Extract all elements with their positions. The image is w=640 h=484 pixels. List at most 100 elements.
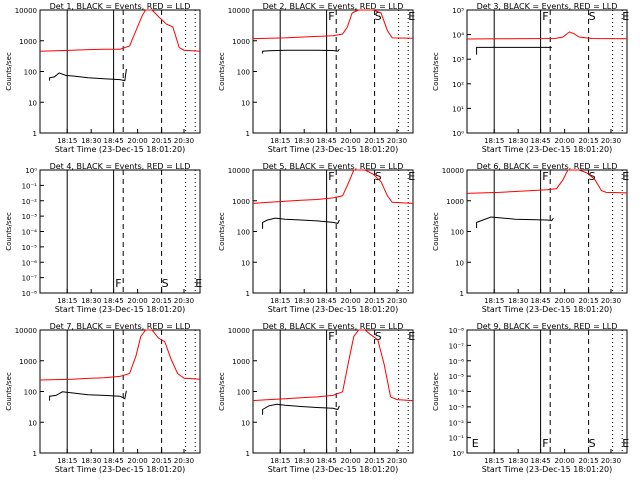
x-tick-label: 20:30 (387, 297, 407, 305)
y-tick-label: 10⁰ (452, 450, 464, 458)
x-tick-label: 20:30 (387, 137, 407, 145)
chart-panel-9: Det 9, BLACK = Events, RED = LLD 10⁰ 10⁻¹ 1… (432, 322, 629, 474)
y-tick-label: 10 (455, 259, 464, 267)
x-tick-label: 20:00 (341, 457, 361, 465)
y-axis-label: Counts/sec (5, 212, 13, 251)
y-tick-label: 10² (452, 81, 464, 89)
phase-marker-s: S (589, 10, 596, 23)
x-tick-label: 18:45 (317, 137, 337, 145)
y-tick-label: 10000 (15, 7, 37, 15)
y-tick-label: 10⁻¹ (449, 435, 465, 443)
chart-panel-3: Det 3, BLACK = Events, RED = LLD 10⁰ 10¹ 10… (432, 2, 629, 154)
y-tick-label: 10 (241, 419, 250, 427)
y-tick-label: 10000 (442, 167, 464, 175)
x-tick-label: 18:45 (317, 297, 337, 305)
phase-marker-f: F (328, 170, 334, 183)
chart-title: Det 6, BLACK = Events, RED = LLD (477, 162, 618, 171)
x-tick-label: 20:30 (601, 297, 621, 305)
x-tick-label: 20:15 (579, 297, 599, 305)
phase-marker-e: E (472, 437, 479, 450)
x-tick-label: 20:00 (128, 137, 148, 145)
y-tick-label: 1000 (232, 198, 250, 206)
y-tick-label: 1000 (19, 38, 37, 46)
x-tick-label: 20:00 (555, 137, 575, 145)
y-tick-label: 1 (33, 450, 37, 458)
y-axis-label: Counts/sec (432, 212, 440, 251)
x-tick-label: 20:15 (365, 137, 385, 145)
chart-panel-1: Det 1, BLACK = Events, RED = LLD 1 10 100 10… (5, 2, 201, 154)
x-tick-label: 18:45 (104, 457, 124, 465)
plot-frame (466, 9, 628, 134)
y-tick-label: 10⁻⁴ (22, 229, 38, 237)
y-axis-label: Counts/sec (432, 372, 440, 411)
phase-marker-s: S (589, 170, 596, 183)
x-tick-label: 18:45 (104, 137, 124, 145)
y-tick-label: 10⁻⁶ (449, 358, 465, 366)
phase-marker-e: E (408, 330, 415, 343)
y-tick-label: 1 (460, 290, 464, 298)
y-axis-label: Counts/sec (218, 52, 226, 91)
y-tick-label: 1 (246, 450, 250, 458)
x-tick-label: 18:45 (104, 297, 124, 305)
plot-frame (252, 169, 414, 294)
x-tick-label: 20:15 (152, 297, 172, 305)
y-tick-label: 10⁻⁸ (449, 327, 465, 335)
x-tick-label: 18:30 (508, 137, 528, 145)
y-tick-label: 1000 (19, 358, 37, 366)
chart-title: Det 1, BLACK = Events, RED = LLD (50, 2, 191, 11)
x-tick-label: 18:30 (294, 457, 314, 465)
lld-series-line (466, 169, 628, 194)
phase-marker-f: F (542, 170, 548, 183)
phase-marker-e: E (195, 277, 202, 290)
phase-marker-s: S (375, 330, 382, 343)
x-tick-label: 18:30 (81, 457, 101, 465)
x-tick-label: 18:15 (484, 137, 504, 145)
y-tick-label: 10⁻² (449, 419, 465, 427)
lld-series-line (39, 9, 201, 52)
x-tick-label: 20:30 (174, 297, 194, 305)
x-tick-label: 18:15 (57, 297, 77, 305)
x-tick-label: 20:30 (174, 137, 194, 145)
x-tick-label: 18:45 (531, 297, 551, 305)
x-tick-label: 20:30 (601, 137, 621, 145)
y-tick-label: 100 (451, 229, 464, 237)
x-tick-label: 20:15 (152, 457, 172, 465)
y-tick-label: 100 (24, 69, 37, 77)
x-tick-label: 20:15 (365, 297, 385, 305)
y-tick-label: 10000 (15, 327, 37, 335)
events-series-line (262, 403, 340, 415)
y-tick-label: 10⁻⁸ (22, 290, 38, 298)
phase-marker-e: E (622, 437, 629, 450)
x-tick-label: 20:30 (387, 457, 407, 465)
chart-panel-2: Det 2, BLACK = Events, RED = LLD 1 10 100 10… (218, 2, 415, 154)
y-tick-label: 10⁻³ (22, 213, 38, 221)
y-axis-label: Counts/sec (5, 372, 13, 411)
x-tick-label: 20:15 (579, 457, 599, 465)
x-tick-label: 20:00 (341, 137, 361, 145)
x-axis-label: Start Time (23-Dec-15 18:01:20) (55, 305, 186, 314)
x-tick-label: 20:30 (174, 457, 194, 465)
chart-title: Det 7, BLACK = Events, RED = LLD (50, 322, 191, 331)
plot-frame (39, 9, 201, 134)
x-axis-label: Start Time (23-Dec-15 18:01:20) (268, 465, 399, 474)
phase-marker-e: E (408, 10, 415, 23)
chart-panel-8: Det 8, BLACK = Events, RED = LLD 1 10 100 10… (218, 322, 415, 474)
y-tick-label: 100 (24, 389, 37, 397)
phase-marker-s: S (162, 277, 169, 290)
plot-frame (252, 329, 414, 454)
y-tick-label: 10⁻³ (449, 404, 465, 412)
events-series-line (49, 68, 127, 82)
y-tick-label: 10⁻⁴ (449, 389, 465, 397)
x-axis-label: Start Time (23-Dec-15 18:01:20) (482, 305, 613, 314)
y-axis-label: Counts/sec (218, 372, 226, 411)
x-tick-label: 18:30 (81, 137, 101, 145)
y-tick-label: 10⁻⁵ (22, 244, 38, 252)
phase-marker-s: S (375, 10, 382, 23)
y-tick-label: 10⁻⁷ (22, 275, 38, 283)
phase-marker-s: S (375, 170, 382, 183)
x-axis-label: Start Time (23-Dec-15 18:01:20) (268, 305, 399, 314)
y-tick-label: 10⁻² (22, 198, 38, 206)
chart-panel-7: Det 7, BLACK = Events, RED = LLD 1 10 100 10… (5, 322, 201, 474)
